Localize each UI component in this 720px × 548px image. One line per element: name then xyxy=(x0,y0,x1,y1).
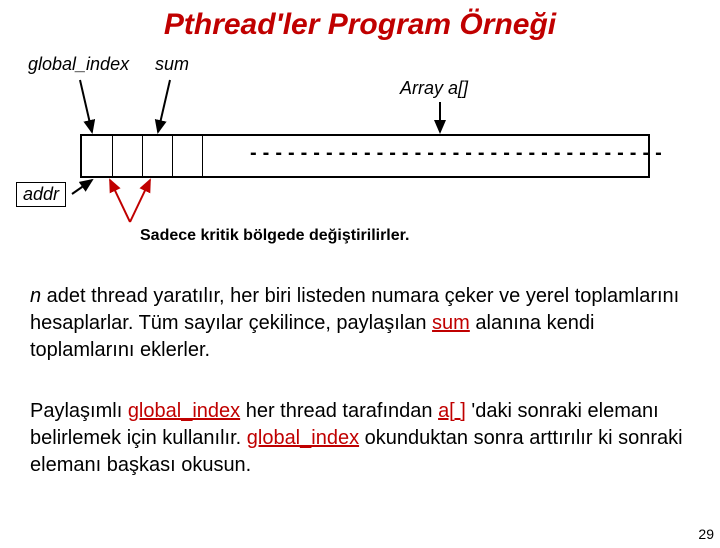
diagram-caption: Sadece kritik bölgede değiştirilirler. xyxy=(140,227,409,245)
text-run: her thread tarafından xyxy=(240,400,438,422)
arrows-svg xyxy=(10,52,710,252)
text-run: n xyxy=(30,285,41,307)
text-run: a[ ] xyxy=(438,400,466,422)
arrow xyxy=(130,180,150,222)
paragraph-1: n adet thread yaratılır, her biri listed… xyxy=(30,283,690,364)
arrow xyxy=(158,80,170,132)
memory-diagram: --------------------------------- global… xyxy=(10,52,710,227)
arrow xyxy=(80,80,92,132)
paragraph-2: Paylaşımlı global_index her thread taraf… xyxy=(30,398,690,479)
page-title: Pthread'ler Program Örneği xyxy=(0,8,720,42)
text-run: global_index xyxy=(128,400,240,422)
text-run: sum xyxy=(432,312,470,334)
text-run: Paylaşımlı xyxy=(30,400,128,422)
arrow xyxy=(72,180,92,194)
arrow xyxy=(110,180,130,222)
text-run: global_index xyxy=(247,427,359,449)
